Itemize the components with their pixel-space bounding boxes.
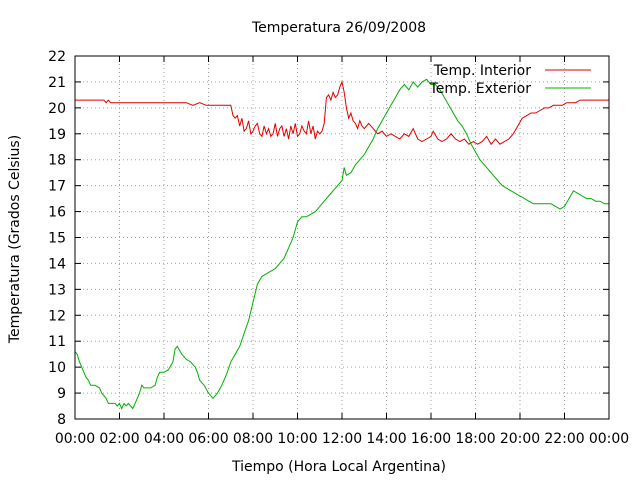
legend-label: Temp. Exterior [429, 81, 532, 97]
x-tick-label: 14:00 [366, 431, 406, 447]
legend: Temp. Interior Temp. Exterior [429, 63, 591, 97]
plot-frame [74, 55, 610, 420]
y-tick-label: 22 [48, 49, 66, 65]
y-tick-label: 18 [48, 153, 66, 169]
y-tick-label: 17 [48, 179, 66, 195]
y-tick-label: 15 [48, 231, 66, 247]
y-tick-label: 10 [48, 360, 66, 376]
y-tick-label: 12 [48, 308, 66, 324]
x-tick-label: 12:00 [322, 431, 362, 447]
x-tick-label: 22:00 [544, 431, 584, 447]
x-tick-label: 18:00 [455, 431, 495, 447]
x-tick-label: 00:00 [55, 431, 95, 447]
y-tick-label: 11 [48, 334, 66, 350]
x-tick-label: 08:00 [233, 431, 273, 447]
x-tick-label: 00:00 [589, 431, 629, 447]
grid [75, 56, 609, 419]
x-tick-label: 16:00 [411, 431, 451, 447]
series-line-temp-interior [75, 80, 609, 146]
y-tick-label: 20 [48, 101, 66, 117]
x-tick-label: 10:00 [277, 431, 317, 447]
y-tick-label: 14 [48, 256, 66, 272]
y-tick-label: 13 [48, 282, 66, 298]
x-tick-label: 02:00 [99, 431, 139, 447]
y-tick-label: 21 [48, 75, 66, 91]
chart-title: Temperatura 26/09/2008 [251, 20, 426, 36]
y-axis-label: Temperatura (Grados Celsius) [7, 135, 23, 344]
y-tick-label: 16 [48, 205, 66, 221]
y-tick-label: 8 [57, 412, 66, 428]
x-axis-label: Tiempo (Hora Local Argentina) [231, 459, 446, 475]
series-lines [74, 78, 609, 410]
x-tick-label: 20:00 [500, 431, 540, 447]
legend-label: Temp. Interior [433, 63, 532, 79]
y-tick-label: 9 [57, 386, 66, 402]
series-line-temp-exterior [74, 78, 609, 410]
x-tick-label: 06:00 [188, 431, 228, 447]
y-tick-label: 19 [48, 127, 66, 143]
x-tick-label: 04:00 [144, 431, 184, 447]
